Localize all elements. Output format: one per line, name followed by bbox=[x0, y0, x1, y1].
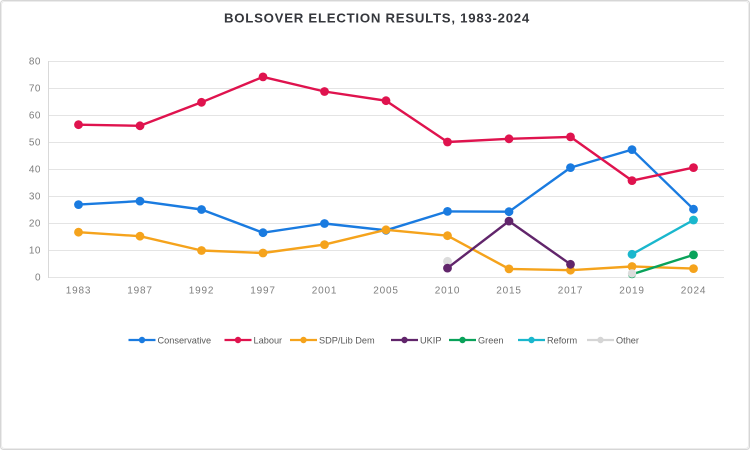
svg-text:0: 0 bbox=[35, 273, 41, 284]
svg-text:70: 70 bbox=[29, 84, 41, 95]
svg-text:2017: 2017 bbox=[558, 286, 583, 297]
svg-text:BOLSOVER ELECTION RESULTS, 198: BOLSOVER ELECTION RESULTS, 1983-2024 bbox=[224, 11, 530, 26]
svg-text:2010: 2010 bbox=[435, 286, 460, 297]
svg-text:1983: 1983 bbox=[66, 286, 91, 297]
svg-text:30: 30 bbox=[29, 192, 41, 203]
svg-text:2005: 2005 bbox=[373, 286, 398, 297]
svg-text:20: 20 bbox=[29, 219, 41, 230]
svg-text:1992: 1992 bbox=[189, 286, 214, 297]
svg-text:SDP/Lib Dem: SDP/Lib Dem bbox=[319, 335, 375, 345]
svg-text:Labour: Labour bbox=[254, 335, 283, 345]
svg-text:50: 50 bbox=[29, 138, 41, 149]
svg-text:2019: 2019 bbox=[619, 286, 644, 297]
svg-text:Other: Other bbox=[616, 335, 639, 345]
svg-text:2015: 2015 bbox=[496, 286, 521, 297]
svg-text:2024: 2024 bbox=[681, 286, 706, 297]
svg-text:10: 10 bbox=[29, 246, 41, 257]
svg-text:40: 40 bbox=[29, 165, 41, 176]
svg-text:1997: 1997 bbox=[250, 286, 275, 297]
svg-text:Reform: Reform bbox=[547, 335, 577, 345]
svg-text:Green: Green bbox=[478, 335, 504, 345]
svg-text:UKIP: UKIP bbox=[420, 335, 441, 345]
svg-text:Conservative: Conservative bbox=[158, 335, 212, 345]
svg-text:2001: 2001 bbox=[312, 286, 337, 297]
svg-text:60: 60 bbox=[29, 111, 41, 122]
svg-text:80: 80 bbox=[29, 57, 41, 68]
svg-text:1987: 1987 bbox=[127, 286, 152, 297]
